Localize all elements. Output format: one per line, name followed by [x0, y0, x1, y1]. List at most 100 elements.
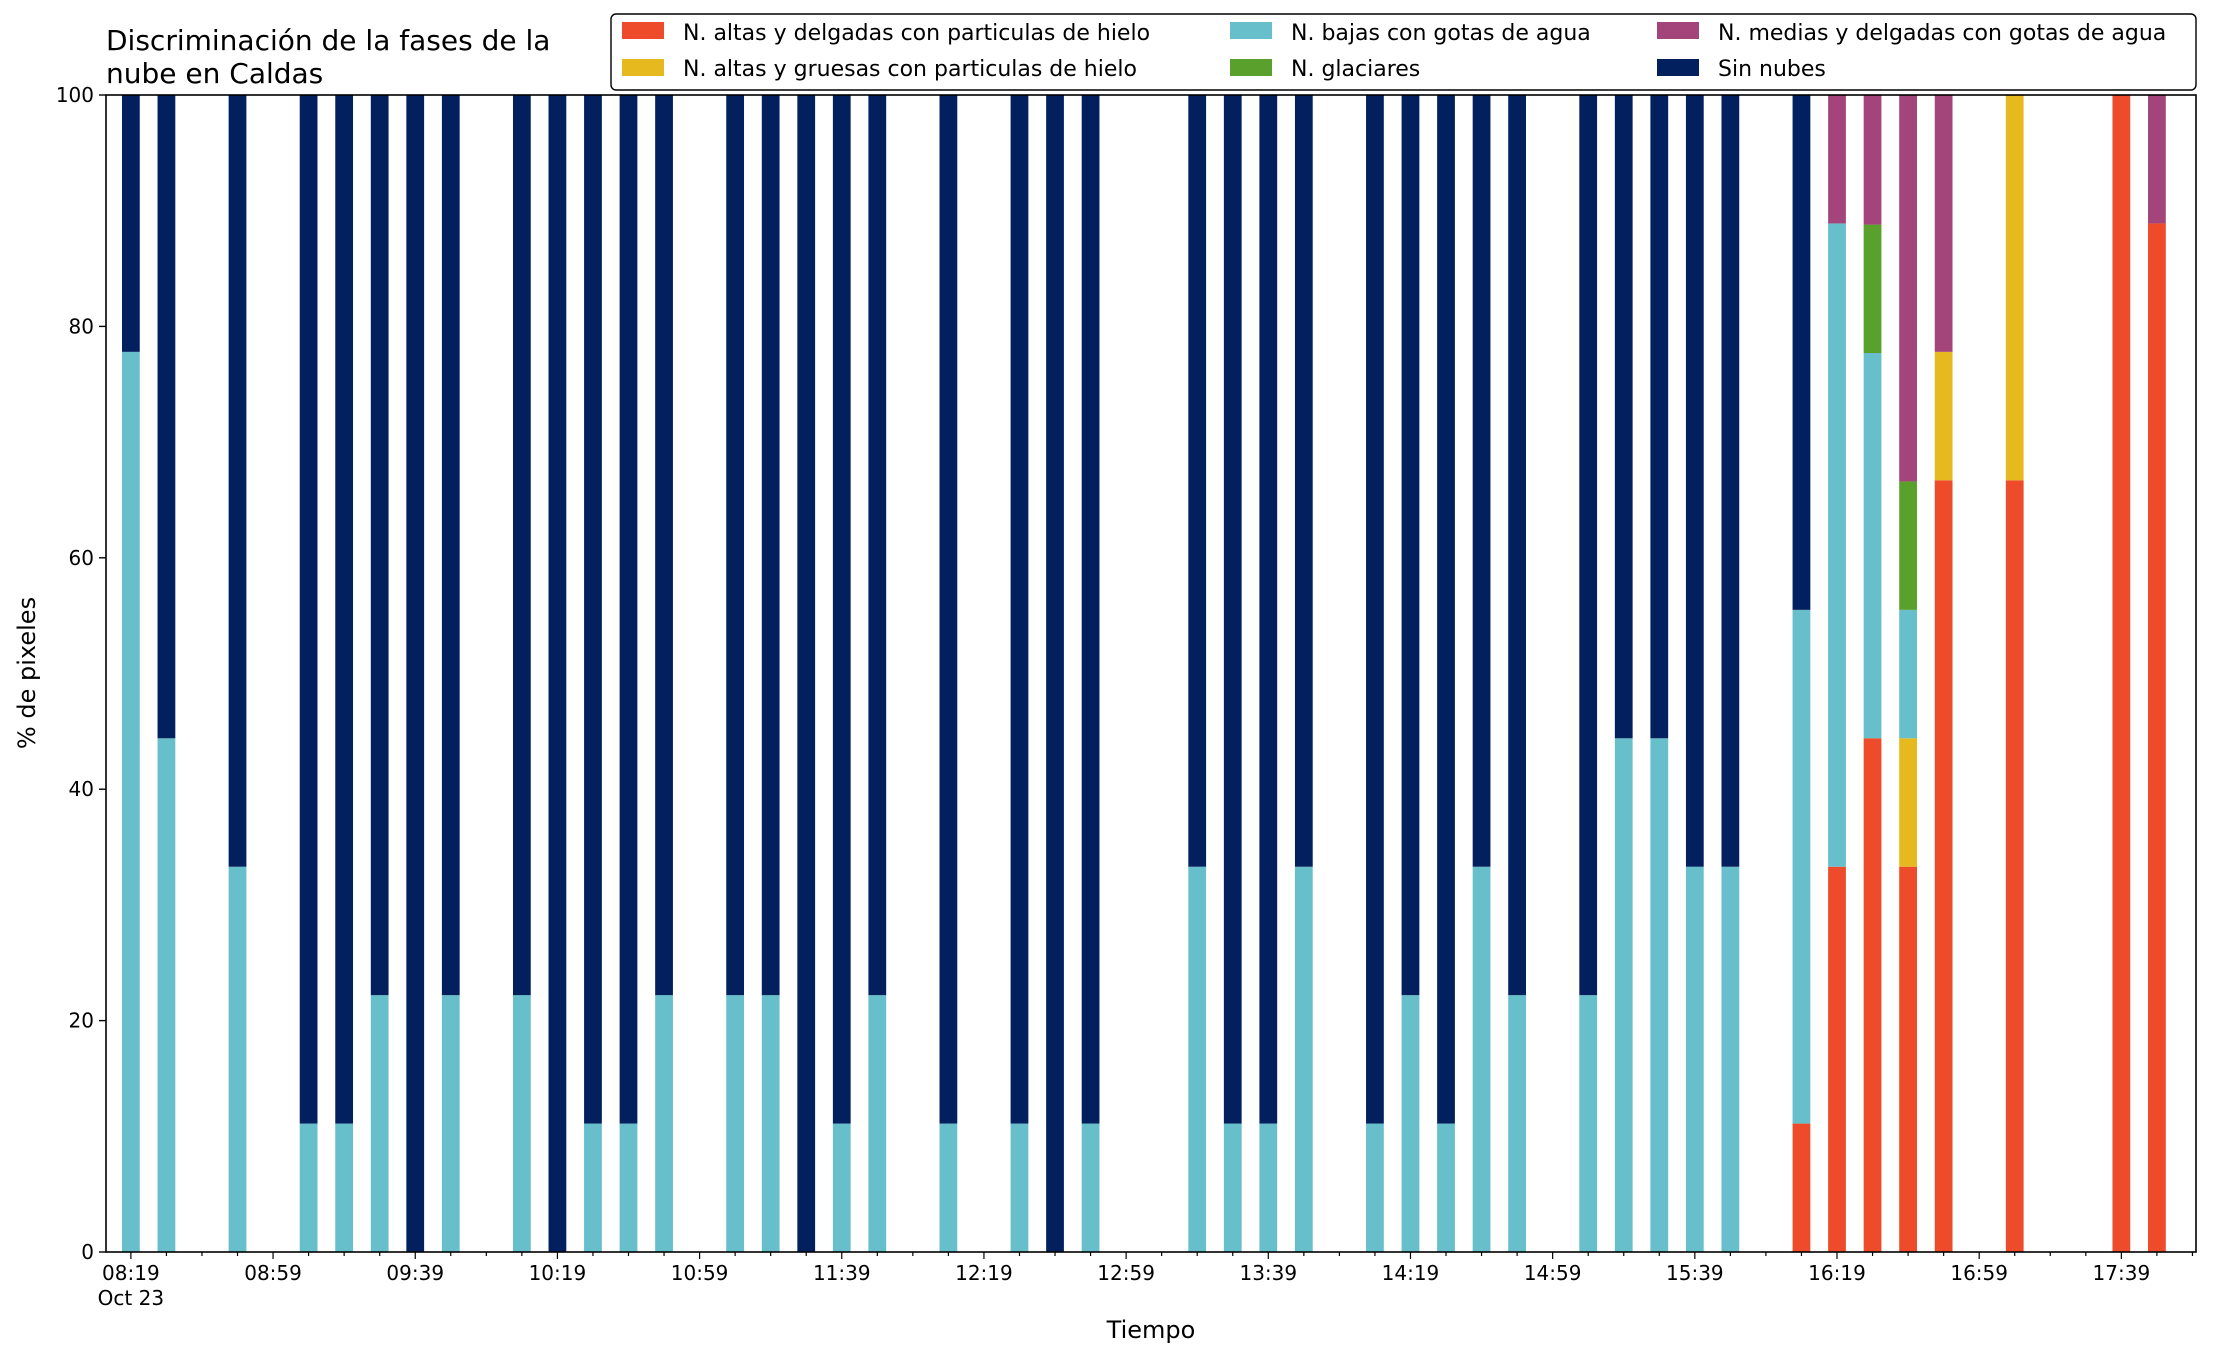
x-tick-label: 10:19 [529, 1261, 587, 1285]
bar-segment [512, 995, 531, 1252]
bar-segment [1792, 95, 1811, 610]
x-tick-label: 15:39 [1666, 1261, 1724, 1285]
legend-frame [610, 13, 2197, 91]
bar-segment [1259, 1123, 1278, 1252]
bar-segment [1508, 995, 1526, 1252]
bar-segment [1614, 738, 1633, 1252]
bar-segment [335, 1123, 354, 1252]
bar-segment [584, 95, 602, 1124]
bar-segment [1863, 224, 1882, 354]
bar-segment [121, 95, 140, 352]
legend: N. altas y delgadas con particulas de hi… [610, 13, 2197, 91]
bar-segment [655, 95, 673, 996]
x-tick-label: 14:19 [1382, 1261, 1440, 1285]
bar-segment [1934, 351, 1953, 481]
bar-segment [726, 95, 745, 996]
bar-segment [1685, 95, 1704, 867]
bar-segment [1792, 609, 1811, 1124]
bar-segment [1934, 95, 1953, 352]
bar-segment [299, 1123, 318, 1252]
bar-segment [2112, 95, 2131, 1252]
bar-segment [370, 95, 389, 996]
bar-segment [1899, 866, 1917, 1252]
bar-segment [335, 95, 354, 1124]
bar-segment [619, 95, 638, 1124]
legend-swatch [1657, 59, 1699, 76]
bar-segment [1223, 1123, 1242, 1252]
bar-segment [761, 995, 780, 1252]
bar-segment [1437, 95, 1455, 1124]
bar-segment [299, 95, 318, 1124]
legend-swatch [622, 59, 664, 76]
bar-segment [619, 1123, 638, 1252]
y-tick-label: 20 [69, 1009, 94, 1033]
bar-segment [761, 95, 780, 996]
x-tick-label: 13:39 [1239, 1261, 1297, 1285]
chart-title-line-2: nube en Caldas [106, 57, 323, 90]
x-tick-label: 08:59 [244, 1261, 302, 1285]
y-tick-label: 0 [81, 1240, 94, 1264]
legend-swatch [1230, 59, 1272, 76]
bar-segment [1010, 95, 1029, 1124]
bar-segment [1934, 480, 1953, 1252]
x-tick-label: 11:39 [813, 1261, 871, 1285]
y-tick-label: 40 [69, 777, 94, 801]
bar-segment [157, 738, 176, 1252]
bar-segment [2005, 95, 2024, 481]
x-tick-label: 17:39 [2093, 1261, 2151, 1285]
bar-segment [1188, 95, 1207, 867]
x-tick-label: 12:59 [1097, 1261, 1155, 1285]
plot-frame [105, 94, 2197, 1253]
bar-segment [1828, 866, 1846, 1252]
bar-segment [1863, 95, 1882, 225]
bar-segment [1401, 995, 1420, 1252]
y-tick-label: 80 [69, 314, 94, 338]
bar-segment [1188, 866, 1207, 1252]
bar-segment [1579, 995, 1598, 1252]
bar-segment [797, 95, 816, 1252]
bar-segment [1081, 1123, 1100, 1252]
chart-title-line-1: Discriminación de la fases de la [106, 24, 550, 57]
legend-label: N. altas y delgadas con particulas de hi… [683, 21, 1150, 46]
bar-segment [832, 95, 851, 1124]
bar-segment [1899, 738, 1917, 867]
bar-segment [441, 995, 460, 1252]
bar-segment [548, 95, 567, 1252]
bar-segment [726, 995, 745, 1252]
bar-segment [655, 995, 673, 1252]
bar-segment [370, 995, 389, 1252]
x-tick-label: 08:19 [102, 1261, 160, 1285]
bar-segment [1828, 223, 1846, 867]
bar-segment [1472, 866, 1491, 1252]
bar-segment [157, 95, 176, 739]
bar-segment [1010, 1123, 1029, 1252]
x-tick-label: 16:19 [1808, 1261, 1866, 1285]
bar-segment [1294, 866, 1313, 1252]
bar-segment [1046, 95, 1064, 1252]
legend-label: N. bajas con gotas de agua [1291, 21, 1591, 46]
bar-segment [1366, 95, 1384, 1124]
bar-segment [584, 1123, 602, 1252]
bar-segment [1899, 609, 1917, 739]
x-tick-label: 12:19 [955, 1261, 1013, 1285]
y-axis: 0 20 40 60 80 100 [56, 83, 106, 1264]
bar-segment [228, 866, 247, 1252]
bar-segment [1259, 95, 1278, 1124]
bar-segment [1721, 866, 1740, 1252]
x-tick-label: 10:59 [671, 1261, 729, 1285]
x-axis-title: Tiempo [1106, 1316, 1196, 1344]
bar-segment [1366, 1123, 1384, 1252]
bar-segment [2005, 480, 2024, 1252]
bar-segment [1650, 738, 1669, 1252]
legend-label: N. medias y delgadas con gotas de agua [1718, 21, 2166, 46]
bar-segment [512, 95, 531, 996]
bar-segment [1828, 95, 1846, 224]
x-tick-label: 14:59 [1524, 1261, 1582, 1285]
bar-segment [1437, 1123, 1455, 1252]
bar-segment [1579, 95, 1598, 996]
bar-segment [1614, 95, 1633, 739]
bar-segment [939, 1123, 958, 1252]
bar-segment [121, 351, 140, 1253]
